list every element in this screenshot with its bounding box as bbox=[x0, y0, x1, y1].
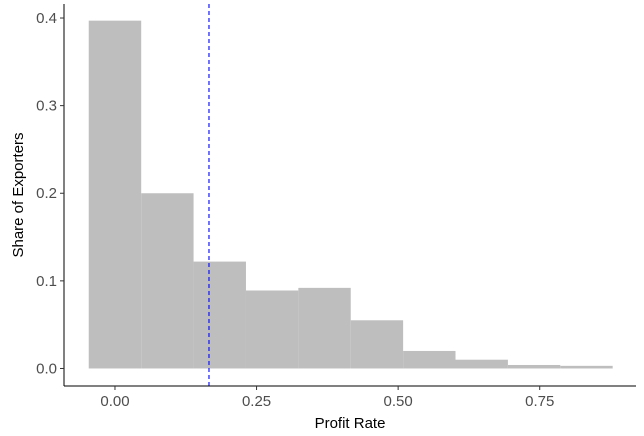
histogram-bar-9 bbox=[507, 364, 561, 369]
y-axis-title: Share of Exporters bbox=[10, 132, 27, 257]
y-tick-label: 0.4 bbox=[36, 10, 57, 27]
histogram-bar-6 bbox=[350, 320, 404, 369]
y-tick-label: 0.0 bbox=[36, 360, 57, 377]
histogram-bar-3 bbox=[193, 261, 246, 369]
x-tick-label: 0.50 bbox=[384, 393, 413, 410]
histogram-bar-8 bbox=[455, 359, 508, 369]
x-tick-label: 0.00 bbox=[100, 393, 129, 410]
x-tick-label: 0.75 bbox=[525, 393, 554, 410]
y-ticks: 0.0 0.1 0.2 0.3 0.4 bbox=[36, 10, 64, 377]
histogram-bar-2 bbox=[141, 193, 194, 369]
x-ticks: 0.00 0.25 0.50 0.75 bbox=[100, 386, 554, 410]
histogram-bar-1 bbox=[88, 20, 142, 369]
histogram-bars bbox=[88, 20, 613, 369]
histogram-bar-4 bbox=[245, 290, 299, 369]
y-tick-label: 0.1 bbox=[36, 273, 57, 290]
histogram-bar-5 bbox=[298, 287, 351, 369]
y-tick-label: 0.3 bbox=[36, 98, 57, 115]
x-axis-title: Profit Rate bbox=[315, 415, 386, 432]
histogram-bar-10 bbox=[560, 365, 613, 369]
x-tick-label: 0.25 bbox=[242, 393, 271, 410]
y-tick-label: 0.2 bbox=[36, 185, 57, 202]
histogram-bar-7 bbox=[403, 350, 456, 369]
